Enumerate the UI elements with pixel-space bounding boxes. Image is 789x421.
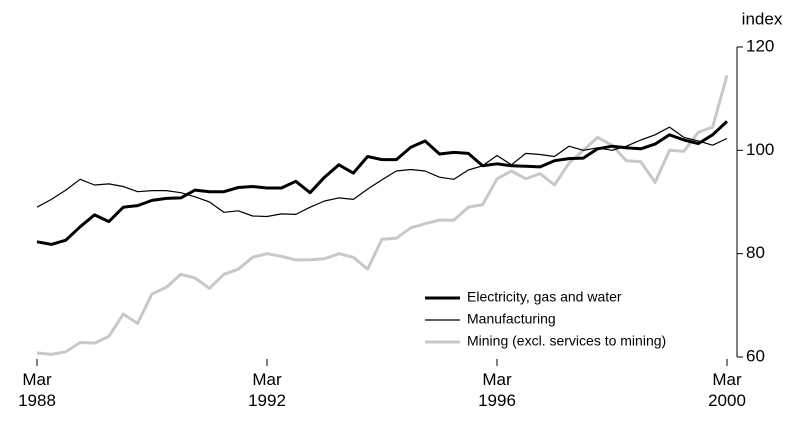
series-line — [36, 126, 728, 218]
y-tick-label: 100 — [746, 140, 774, 159]
legend-label: Electricity, gas and water — [467, 289, 622, 305]
y-tick-label: 60 — [746, 346, 765, 365]
x-tick-label: Mar 2000 — [708, 370, 746, 410]
y-tick-label: 120 — [746, 36, 774, 55]
series-line — [36, 74, 729, 356]
series-line — [36, 120, 729, 246]
y-axis-label: index — [742, 9, 783, 28]
legend-label: Mining (excl. services to mining) — [467, 333, 666, 349]
x-tick-label: Mar 1996 — [478, 370, 516, 410]
y-tick-label: 80 — [746, 243, 765, 262]
legend-label: Manufacturing — [467, 311, 556, 327]
x-tick-label: Mar 1988 — [18, 370, 56, 410]
x-tick-label: Mar 1992 — [248, 370, 286, 410]
